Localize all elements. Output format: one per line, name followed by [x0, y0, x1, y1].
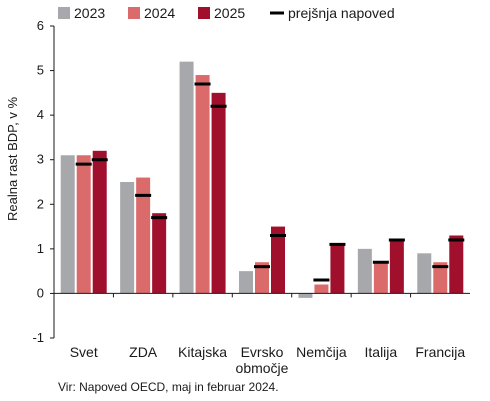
legend-label-2025: 2025 [214, 5, 245, 21]
legend-label-2024: 2024 [144, 5, 175, 21]
category-label-line: ZDA [129, 344, 158, 360]
bar-2023-4 [298, 293, 313, 298]
bar-2023-1 [120, 182, 135, 294]
legend-label-2023: 2023 [74, 5, 105, 21]
bar-2023-6 [417, 253, 432, 294]
category-label: Kitajska [178, 344, 227, 360]
legend-swatch-2024 [128, 7, 140, 19]
bar-2025-0 [92, 150, 107, 294]
category-label-line: Nemčija [296, 344, 347, 360]
bar-2023-5 [357, 248, 372, 294]
x-axis: Svet ZDA Kitajska Evrsko območje Nemčija Itali… [54, 292, 470, 376]
category-label-line: Svet [70, 344, 98, 360]
bar-2025-3 [271, 226, 285, 294]
bar-2024-1 [136, 177, 151, 294]
bar-2024-3 [255, 262, 269, 294]
y-axis: -1 0 1 2 3 4 5 6 [32, 18, 55, 345]
category-label-line: Francija [415, 344, 465, 360]
category-label-line: Evrsko [241, 344, 284, 360]
category-label: Svet [70, 344, 98, 360]
category-label: Francija [415, 344, 465, 360]
category-label: ZDA [129, 344, 158, 360]
bars-group [60, 61, 464, 298]
y-tick-label: 0 [37, 285, 44, 300]
category-label-line: Kitajska [178, 344, 227, 360]
bar-2024-2 [195, 75, 210, 294]
legend-label-previous-forecast: prejšnja napoved [288, 5, 395, 21]
y-tick-label: 3 [37, 152, 44, 167]
bar-2024-4 [314, 284, 329, 294]
bar-2024-6 [433, 262, 448, 294]
bar-2025-1 [152, 213, 167, 294]
bar-2023-3 [239, 271, 253, 294]
chart-legend: 2023 2024 2025 prejšnja napoved [58, 5, 395, 21]
category-label-line: Italija [365, 344, 398, 360]
category-label: Nemčija [296, 344, 347, 360]
legend-swatch-2023 [58, 7, 70, 19]
y-axis-label: Realna rast BDP, v % [5, 97, 20, 221]
bar-2023-2 [179, 61, 194, 294]
bar-2025-6 [449, 235, 464, 294]
y-tick-label: 1 [37, 241, 44, 256]
bar-2023-0 [60, 155, 75, 294]
y-tick-label: 4 [37, 107, 44, 122]
category-label: Italija [365, 344, 398, 360]
legend-swatch-2025 [198, 7, 210, 19]
bar-2025-5 [389, 239, 404, 294]
y-tick-label: -1 [32, 330, 44, 345]
y-tick-label: 6 [37, 18, 44, 33]
y-tick-label: 5 [37, 63, 44, 78]
bar-2024-5 [373, 262, 388, 294]
category-label: Evrsko območje [236, 344, 289, 376]
bar-2024-0 [76, 155, 91, 294]
source-note: Vir: Napoved OECD, maj in februar 2024. [58, 380, 279, 394]
y-tick-label: 2 [37, 196, 44, 211]
bar-2025-2 [211, 92, 226, 294]
category-label-line: območje [236, 360, 289, 376]
previous-forecast-marks [75, 82, 465, 282]
bar-2025-4 [330, 244, 345, 294]
